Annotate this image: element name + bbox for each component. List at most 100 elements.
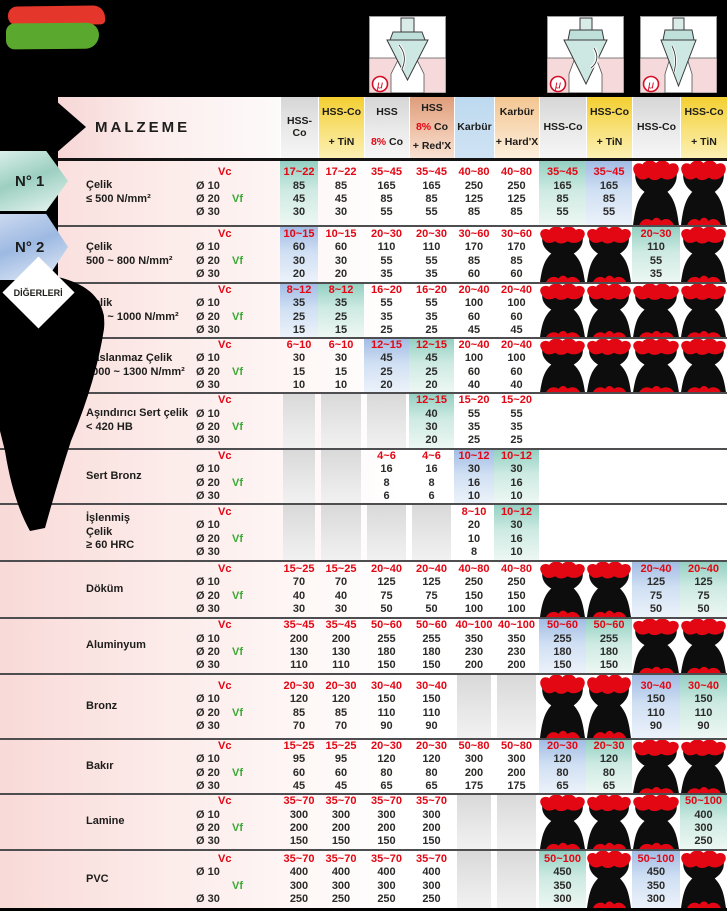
vf-value: 230: [464, 646, 484, 658]
vf-label: Vf: [232, 706, 243, 719]
vf-label: Vf: [232, 766, 243, 779]
vc-range: 20~40: [458, 339, 490, 351]
not-suitable-cell-col10: [680, 161, 727, 225]
vc-range: 40~80: [501, 562, 532, 575]
row-parameter-labels: Vc Ø 10 Ø 20 Vf Ø 30: [180, 450, 280, 503]
vf-value: 60: [467, 365, 481, 378]
vf-value: 75: [697, 589, 710, 602]
vf-value: 400: [289, 866, 309, 879]
vf-value: 10: [292, 378, 306, 391]
vc-range: 35~45: [371, 166, 402, 179]
material-name: Döküm: [0, 562, 180, 617]
data-cell-col6: 15~20 55 35 25: [494, 394, 539, 448]
vf-value: 120: [553, 753, 572, 766]
vf-value: 50: [425, 602, 438, 615]
column-header-5: Karbür: [454, 97, 494, 158]
vc-range: 35~70: [371, 795, 402, 808]
not-suitable-cell-col7: [539, 339, 586, 393]
empty-cell-col10: [680, 505, 727, 560]
not-suitable-blob-icon: [681, 161, 726, 225]
vc-range: 4~6: [422, 450, 441, 462]
material-name-line: Çelik: [86, 525, 113, 538]
vf-value: 110: [332, 659, 350, 672]
diameter-10-label: Ø 10: [196, 352, 220, 365]
data-cell-col5: 40~80 250 150 100: [454, 562, 494, 617]
diameter-30-label: Ø 30: [196, 835, 220, 848]
vf-value: 60: [510, 267, 523, 280]
empty-gray-cell-col2: [321, 505, 361, 560]
empty-gray-cell-col6: [497, 795, 536, 849]
data-cell-col6: 50~80 300 200 175: [494, 740, 539, 793]
vf-value: 50: [697, 602, 710, 615]
vf-value: 60: [510, 365, 523, 378]
vf-value: 30: [292, 206, 306, 219]
material-row-11: Bakır Vc Ø 10 Ø 20 Vf Ø 30 15~25 95 60 45 15~25 95 6…: [0, 738, 727, 794]
vf-value: 200: [289, 632, 309, 645]
vf-value: 300: [331, 879, 351, 892]
vc-range: 20~30: [416, 227, 447, 240]
vf-value: 120: [599, 753, 619, 766]
material-row-5: Aşındırıcı Sert çelik < 420 HB Vc Ø 10 Ø 20 V…: [0, 392, 727, 448]
vf-value: 150: [377, 659, 396, 672]
vf-value: 55: [380, 206, 393, 219]
vf-value: 70: [292, 576, 306, 589]
not-suitable-cell-col7: [539, 562, 586, 617]
n2-label: N° 2: [15, 238, 45, 256]
diameter-30-label: Ø 30: [196, 659, 220, 672]
vf-value: 60: [510, 310, 523, 323]
vf-value: 150: [422, 693, 441, 706]
data-cell-col1: 6~10 30 15 10: [280, 339, 318, 392]
data-cell-col3: 35~70 400 300 250: [364, 851, 409, 908]
vf-value: 120: [422, 753, 441, 766]
vc-range: 50~60: [593, 619, 625, 632]
vf-value: 300: [377, 879, 396, 892]
empty-cell-col7: [539, 394, 586, 448]
vf-value: 85: [467, 254, 481, 267]
data-cell-col4: 35~70 400 300 250: [409, 851, 454, 908]
vf-value: 250: [331, 892, 351, 905]
vc-range: 17~22: [283, 166, 315, 179]
vf-value: 60: [467, 310, 481, 323]
not-suitable-cell-col7: [539, 675, 586, 738]
vf-value: 50: [380, 602, 393, 615]
empty-cell-col7: [539, 450, 586, 503]
data-cell-col1: 8~12 35 25 15: [280, 284, 318, 338]
diameter-30-label: Ø 30: [196, 434, 220, 447]
material-name: Aluminyum: [0, 619, 180, 673]
row-parameter-labels: Vc Ø 10 Ø 20 Vf Ø 30: [180, 161, 280, 225]
material-row-10: Bronz Vc Ø 10 Ø 20 Vf Ø 30 20~30 120 85 70 20~30 12…: [0, 673, 727, 738]
data-cell-col4: 4~6 16 8 6: [409, 450, 454, 503]
vf-value: 175: [464, 779, 484, 792]
vf-value: 75: [380, 589, 393, 602]
vf-value: 45: [292, 779, 306, 792]
material-name-line: Aluminyum: [86, 639, 146, 652]
material-row-12: Lamine Vc Ø 10 Ø 20 Vf Ø 30 35~70 300 200 150 35~7…: [0, 793, 727, 849]
material-name: Paslanmaz Çelik 1000 ~ 1300 N/mm²: [0, 339, 185, 392]
vf-value: 55: [380, 254, 393, 267]
data-cell-col2: 15~25 95 60 45: [318, 740, 364, 793]
vf-value: 70: [292, 719, 306, 732]
vc-range: 10~12: [501, 450, 532, 462]
data-cell-col9: 30~40 150 110 90: [632, 675, 680, 738]
column-header-1: HSS-Co: [280, 97, 318, 158]
vf-value: 255: [599, 632, 619, 645]
column-header-3: HSS 8% Co: [364, 97, 409, 158]
row-parameter-labels: Vc Ø 10 Ø 20 Vf Ø 30: [180, 740, 280, 793]
vf-value: 120: [331, 693, 351, 706]
vf-value: 30: [334, 602, 348, 615]
vf-label: Vf: [232, 310, 243, 323]
vf-value: 25: [380, 365, 393, 378]
vf-value: 350: [646, 879, 666, 892]
vf-value: 55: [649, 254, 663, 267]
not-suitable-cell-col7: [539, 284, 586, 338]
not-suitable-cell-col9: [632, 161, 680, 225]
vf-value: 90: [380, 719, 393, 732]
vf-value: 125: [694, 576, 713, 589]
material-name: Sert Bronz: [0, 450, 180, 503]
vf-value: 90: [425, 719, 438, 732]
data-cell-col2: 6~10 30 15 10: [318, 339, 364, 392]
diameter-20-label: Ø 20: [196, 532, 220, 545]
vf-value: 165: [553, 179, 572, 192]
column-header-line: HSS-Co: [543, 120, 583, 133]
vc-range: 20~40: [501, 284, 532, 296]
